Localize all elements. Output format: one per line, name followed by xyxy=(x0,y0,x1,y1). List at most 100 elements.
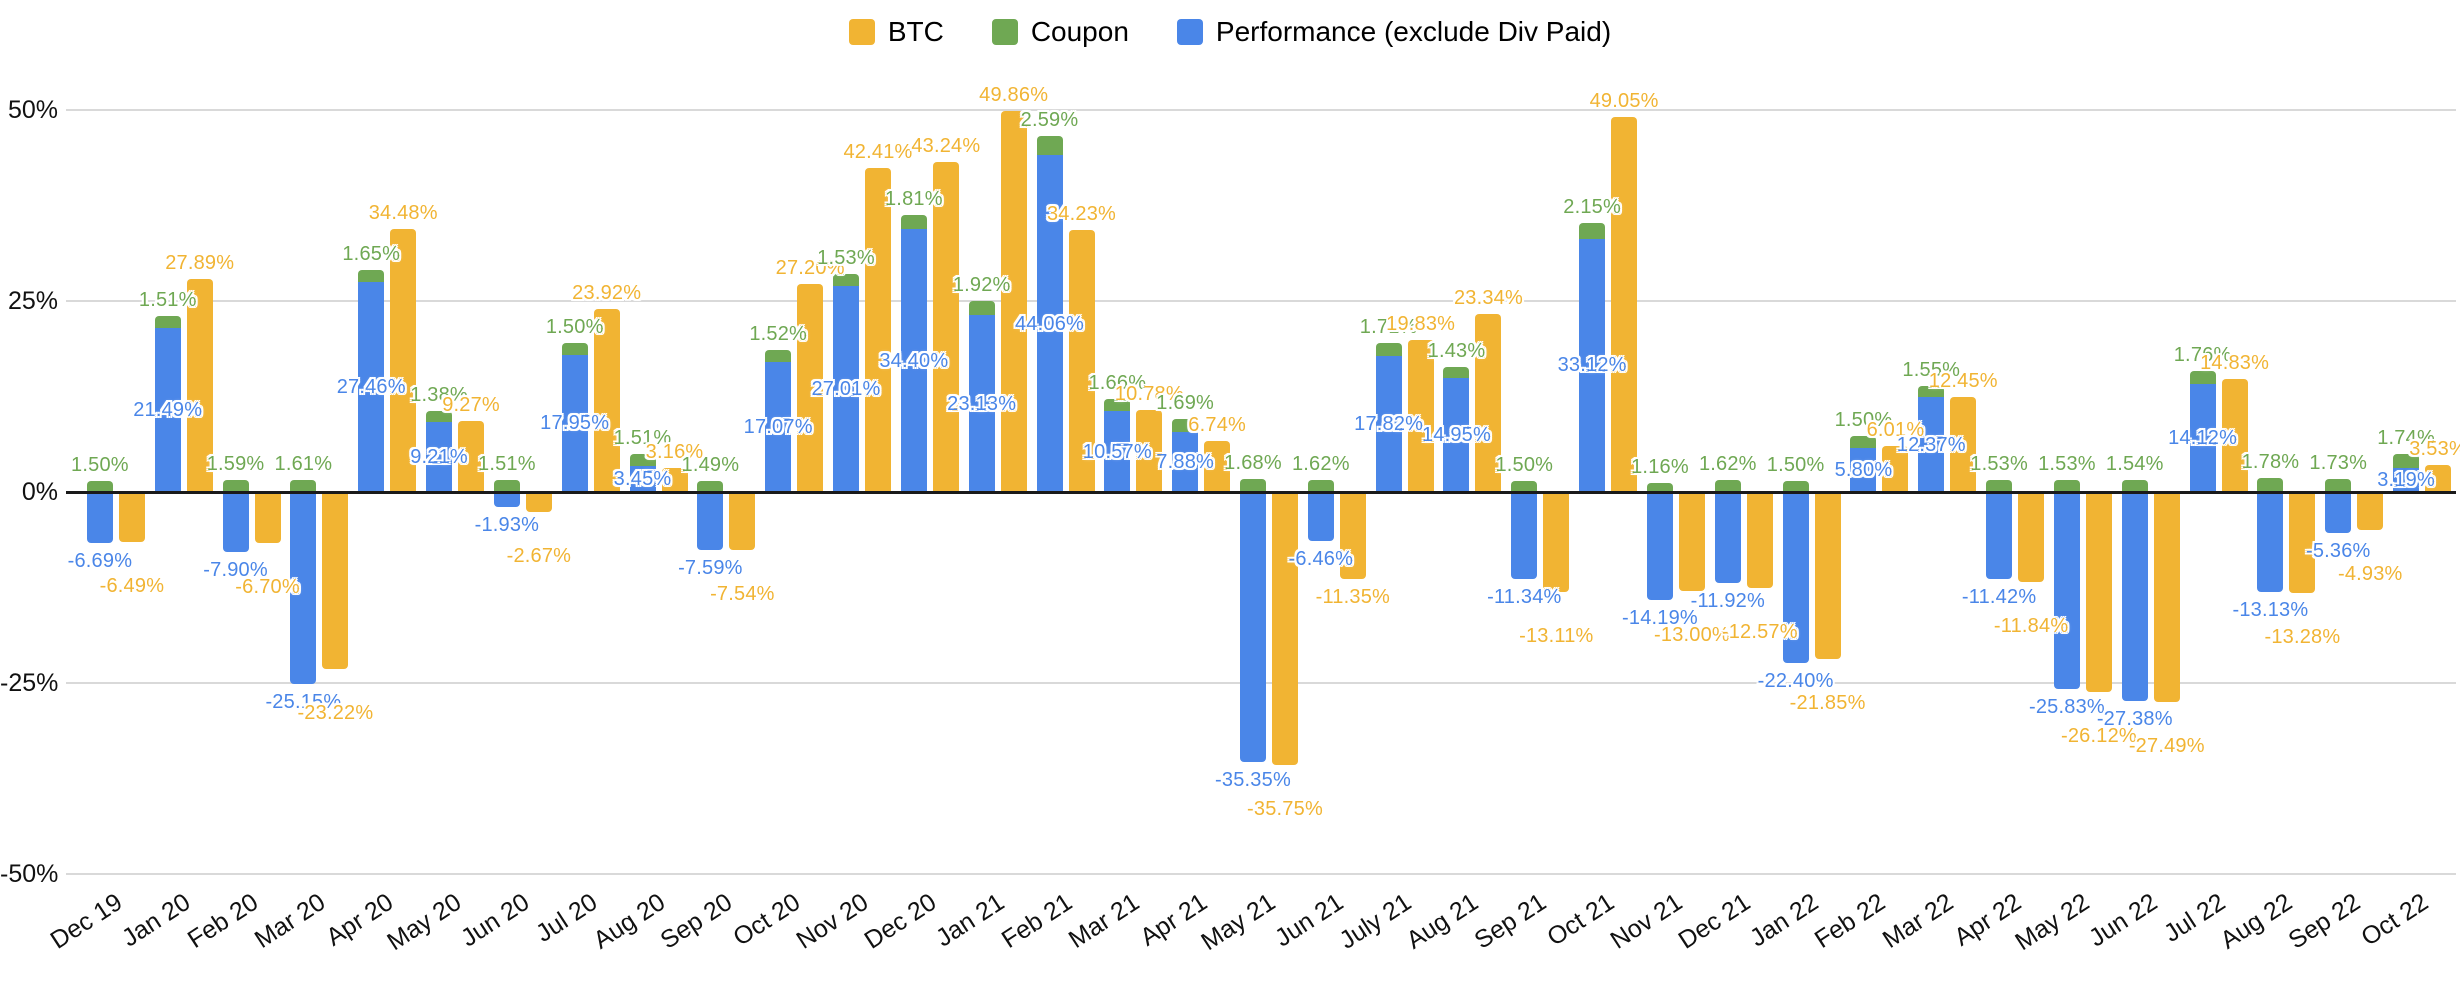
btc-bar[interactable] xyxy=(1204,440,1231,492)
performance-bar[interactable] xyxy=(629,465,656,492)
performance-bar[interactable] xyxy=(1579,238,1606,492)
performance-bar[interactable] xyxy=(900,229,927,492)
coupon-bar[interactable] xyxy=(697,480,724,492)
btc-bar[interactable] xyxy=(254,492,281,544)
coupon-bar[interactable] xyxy=(493,480,520,492)
btc-bar[interactable] xyxy=(1882,446,1909,492)
performance-bar[interactable] xyxy=(1375,355,1402,492)
coupon-bar[interactable] xyxy=(1986,480,2013,492)
performance-bar[interactable] xyxy=(765,361,792,492)
coupon-bar[interactable] xyxy=(1850,436,1877,448)
btc-bar[interactable] xyxy=(1814,492,1841,659)
btc-bar[interactable] xyxy=(661,467,688,492)
btc-bar[interactable] xyxy=(1950,396,1977,492)
btc-bar[interactable] xyxy=(1611,117,1638,492)
coupon-bar[interactable] xyxy=(1918,385,1945,398)
performance-bar[interactable] xyxy=(493,492,520,507)
coupon-bar[interactable] xyxy=(2257,478,2284,492)
coupon-bar[interactable] xyxy=(1240,479,1266,492)
performance-bar[interactable] xyxy=(2393,467,2420,492)
performance-bar[interactable] xyxy=(1918,397,1945,492)
btc-bar[interactable] xyxy=(1407,340,1434,492)
coupon-bar[interactable] xyxy=(1036,135,1063,156)
performance-bar[interactable] xyxy=(1307,492,1334,542)
btc-bar[interactable] xyxy=(322,492,349,670)
btc-bar[interactable] xyxy=(1068,230,1095,492)
coupon-bar[interactable] xyxy=(2325,478,2352,492)
coupon-bar[interactable] xyxy=(86,480,113,492)
coupon-bar[interactable] xyxy=(1172,418,1199,432)
btc-bar[interactable] xyxy=(2153,492,2180,703)
coupon-bar[interactable] xyxy=(1375,342,1402,356)
performance-bar[interactable] xyxy=(561,354,588,492)
btc-bar[interactable] xyxy=(2357,492,2384,530)
coupon-bar[interactable] xyxy=(2189,370,2216,385)
performance-bar[interactable] xyxy=(1443,377,1470,492)
btc-bar[interactable] xyxy=(1746,492,1773,589)
legend-item-coupon[interactable]: Coupon xyxy=(991,16,1129,48)
coupon-bar[interactable] xyxy=(1782,480,1809,492)
btc-bar[interactable] xyxy=(865,167,892,492)
coupon-bar[interactable] xyxy=(1443,366,1470,378)
performance-bar[interactable] xyxy=(1782,492,1809,664)
btc-bar[interactable] xyxy=(593,309,620,492)
coupon-bar[interactable] xyxy=(561,343,588,355)
performance-bar[interactable] xyxy=(358,282,385,492)
performance-bar[interactable] xyxy=(1714,492,1741,584)
btc-bar[interactable] xyxy=(1000,111,1027,492)
performance-bar[interactable] xyxy=(1511,492,1538,579)
btc-bar[interactable] xyxy=(186,278,213,492)
btc-bar[interactable] xyxy=(390,228,417,492)
coupon-bar[interactable] xyxy=(1714,479,1741,492)
btc-bar[interactable] xyxy=(932,161,959,492)
coupon-bar[interactable] xyxy=(1104,398,1131,412)
coupon-bar[interactable] xyxy=(1646,483,1673,492)
coupon-bar[interactable] xyxy=(154,316,181,328)
btc-bar[interactable] xyxy=(2221,378,2248,492)
performance-bar[interactable] xyxy=(2189,384,2216,492)
performance-bar[interactable] xyxy=(833,285,860,492)
coupon-bar[interactable] xyxy=(2053,480,2080,492)
btc-bar[interactable] xyxy=(2018,492,2045,583)
performance-bar[interactable] xyxy=(154,327,181,492)
performance-bar[interactable] xyxy=(1172,431,1199,492)
coupon-bar[interactable] xyxy=(426,411,453,422)
btc-bar[interactable] xyxy=(1543,492,1570,593)
legend-item-performance[interactable]: Performance (exclude Div Paid) xyxy=(1176,16,1611,48)
performance-bar[interactable] xyxy=(1104,411,1131,492)
performance-bar[interactable] xyxy=(697,492,724,550)
coupon-bar[interactable] xyxy=(222,479,249,492)
coupon-bar[interactable] xyxy=(358,269,385,283)
coupon-bar[interactable] xyxy=(1579,222,1606,239)
btc-bar[interactable] xyxy=(525,492,552,513)
coupon-bar[interactable] xyxy=(1307,479,1334,492)
performance-bar[interactable] xyxy=(1646,492,1673,601)
coupon-bar[interactable] xyxy=(1511,480,1538,492)
btc-bar[interactable] xyxy=(1475,313,1502,492)
performance-bar[interactable] xyxy=(1986,492,2013,580)
btc-bar[interactable] xyxy=(1272,492,1298,766)
coupon-bar[interactable] xyxy=(290,479,317,492)
performance-bar[interactable] xyxy=(2053,492,2080,690)
performance-bar[interactable] xyxy=(2325,492,2352,533)
coupon-bar[interactable] xyxy=(2121,480,2148,492)
performance-bar[interactable] xyxy=(2257,492,2284,593)
coupon-bar[interactable] xyxy=(629,454,656,466)
coupon-bar[interactable] xyxy=(2393,454,2420,468)
performance-bar[interactable] xyxy=(968,315,995,492)
performance-bar[interactable] xyxy=(2121,492,2148,702)
btc-bar[interactable] xyxy=(729,492,756,550)
btc-bar[interactable] xyxy=(1678,492,1705,592)
performance-bar[interactable] xyxy=(1240,492,1266,763)
btc-bar[interactable] xyxy=(2425,465,2452,492)
btc-bar[interactable] xyxy=(118,492,145,542)
btc-bar[interactable] xyxy=(2085,492,2112,692)
performance-bar[interactable] xyxy=(1850,447,1877,492)
btc-bar[interactable] xyxy=(458,421,485,492)
coupon-bar[interactable] xyxy=(968,300,995,316)
coupon-bar[interactable] xyxy=(900,215,927,230)
performance-bar[interactable] xyxy=(86,492,113,544)
performance-bar[interactable] xyxy=(290,492,317,685)
btc-bar[interactable] xyxy=(2289,492,2316,594)
coupon-bar[interactable] xyxy=(833,273,860,286)
